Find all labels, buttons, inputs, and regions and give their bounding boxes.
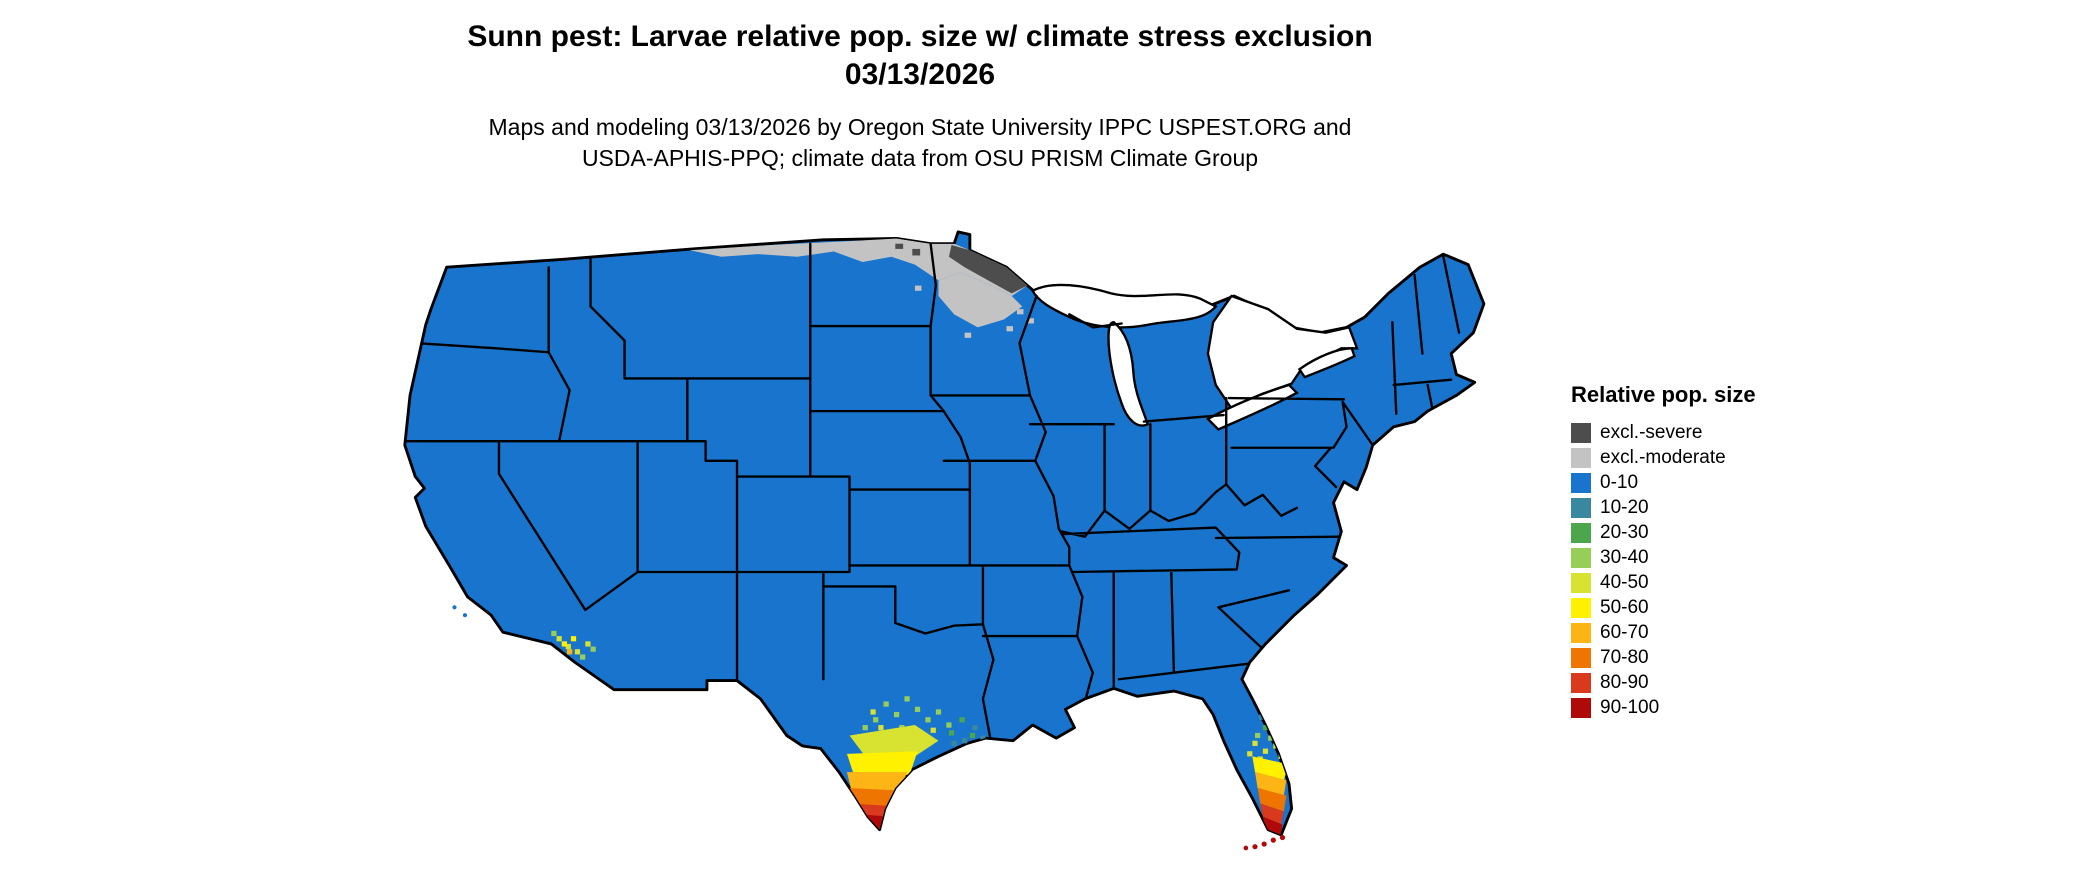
legend-label: 30-40 [1600, 547, 1649, 568]
legend-label: excl.-moderate [1600, 447, 1726, 468]
legend-swatch-90-100 [1571, 697, 1591, 718]
figure-title-line2: 03/13/2026 [844, 58, 996, 91]
overlay-excl-moderate-band [689, 238, 1028, 297]
overlay-txcoast-10-20-specks [951, 725, 986, 746]
legend-swatch-40-50 [1571, 572, 1591, 593]
lake-superior [1031, 283, 1218, 329]
legend-swatch-30-40 [1571, 547, 1591, 568]
overlay-excl-moderate-specks [914, 285, 1034, 338]
state-borders [404, 242, 1461, 742]
legend-swatch-60-70 [1571, 622, 1591, 643]
overlay-az-30-40-specks [551, 630, 596, 660]
overlay-excl-severe [948, 245, 1028, 294]
legend-row: 50-60 [1571, 595, 1756, 620]
legend: Relative pop. size excl.-severe excl.-mo… [1571, 382, 1756, 720]
legend-swatch-70-80 [1571, 647, 1591, 668]
legend-label: 90-100 [1600, 697, 1660, 718]
overlay-az-40-50-specks [556, 636, 591, 655]
legend-row: 0-10 [1571, 470, 1756, 495]
figure-title-line1: Sunn pest: Larvae relative pop. size w/ … [467, 20, 1373, 53]
overlay-az-60-70-specks [566, 649, 573, 655]
overlay-fl-20-30-specks [1262, 725, 1269, 731]
lake-ontario [1297, 347, 1356, 379]
florida-keys [1243, 834, 1286, 851]
legend-swatch-0-10 [1571, 472, 1591, 493]
overlay-fl-50-60 [1252, 756, 1290, 780]
legend-row: 20-30 [1571, 520, 1756, 545]
legend-swatch-20-30 [1571, 522, 1591, 543]
legend-row: 40-50 [1571, 570, 1756, 595]
legend-label: 40-50 [1600, 572, 1649, 593]
us-map [403, 230, 1486, 851]
lake-erie [1205, 383, 1299, 431]
legend-label: 60-70 [1600, 622, 1649, 643]
legend-row: 70-80 [1571, 645, 1756, 670]
overlay-excl-moderate-mn [938, 272, 1023, 328]
overlay-fl-60-70 [1255, 772, 1287, 796]
legend-swatch-excl-severe [1571, 422, 1591, 443]
legend-row: 60-70 [1571, 620, 1756, 645]
legend-label: 70-80 [1600, 647, 1649, 668]
legend-swatch-excl-moderate [1571, 447, 1591, 468]
legend-row: excl.-severe [1571, 420, 1756, 445]
conus-base [403, 230, 1486, 837]
overlay-az-50-60-specks [561, 636, 577, 647]
legend-row: 90-100 [1571, 695, 1756, 720]
legend-label: 80-90 [1600, 672, 1649, 693]
channel-islands [452, 605, 468, 618]
legend-title: Relative pop. size [1571, 382, 1756, 407]
figure-header: Sunn pest: Larvae relative pop. size w/ … [270, 18, 1570, 174]
overlay-tx-60-70 [846, 772, 908, 794]
legend-label: excl.-severe [1600, 422, 1703, 443]
overlay-fl-90-100 [1262, 816, 1283, 835]
us-map-container [300, 228, 1556, 882]
overlay-fl-80-90 [1260, 803, 1284, 825]
legend-swatch-80-90 [1571, 672, 1591, 693]
overlay-tx-40-50 [849, 725, 939, 757]
overlay-fl-10-20-specks [1258, 714, 1265, 720]
overlay-fl-30-40-specks [1255, 732, 1274, 741]
lake-michigan [1107, 320, 1150, 427]
legend-row: 30-40 [1571, 545, 1756, 570]
overlay-txcoast-20-30-specks [948, 717, 976, 739]
legend-label: 20-30 [1600, 522, 1649, 543]
class-overlays [476, 238, 1290, 835]
legend-row: 10-20 [1571, 495, 1756, 520]
figure-subtitle: Maps and modeling 03/13/2026 by Oregon S… [270, 112, 1570, 174]
figure-subtitle-line1: Maps and modeling 03/13/2026 by Oregon S… [488, 114, 1352, 140]
legend-label: 10-20 [1600, 497, 1649, 518]
legend-row: excl.-moderate [1571, 445, 1756, 470]
overlay-tx-50-60 [846, 751, 918, 778]
legend-label: 50-60 [1600, 597, 1649, 618]
legend-row: 80-90 [1571, 670, 1756, 695]
legend-swatch-10-20 [1571, 497, 1591, 518]
legend-swatch-50-60 [1571, 597, 1591, 618]
figure-subtitle-line2: USDA-APHIS-PPQ; climate data from OSU PR… [581, 145, 1259, 171]
legend-label: 0-10 [1600, 472, 1639, 493]
overlay-excl-severe-specks [895, 243, 921, 256]
overlay-fl-70-80 [1257, 787, 1287, 812]
overlay-tx-70-80 [846, 787, 900, 809]
